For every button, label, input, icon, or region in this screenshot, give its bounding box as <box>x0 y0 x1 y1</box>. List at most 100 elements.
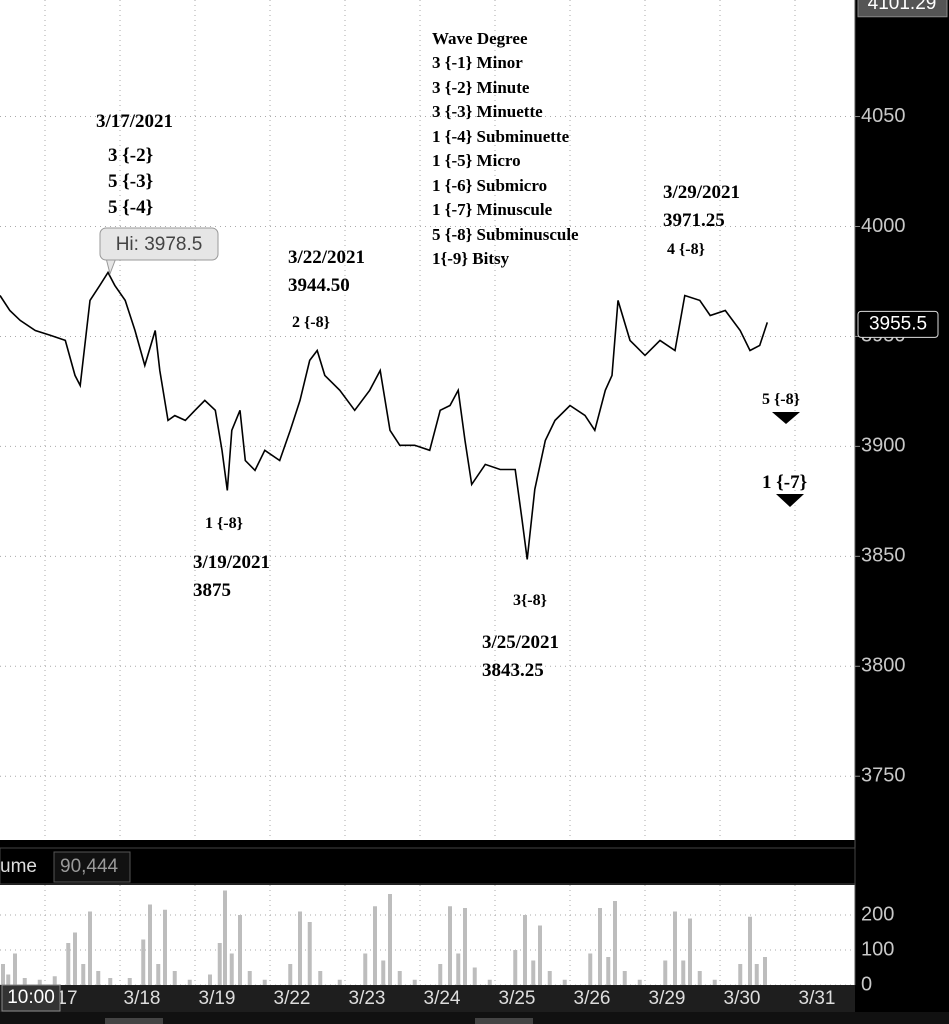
volume-bar <box>738 964 743 985</box>
annotation: 1 {-5} Micro <box>432 151 521 170</box>
volume-bar <box>288 964 293 985</box>
y-tick-label: 3800 <box>861 655 906 677</box>
annotation: 5 {-8} <box>762 391 800 408</box>
callout-box <box>99 227 219 261</box>
volume-bar <box>681 960 686 985</box>
volume-bar <box>622 971 627 985</box>
y-axis-layer: 375038003850390039504000405001002003955.… <box>855 0 948 995</box>
scrollbar[interactable] <box>0 1012 949 1024</box>
annotation: Wave Degree <box>432 29 528 48</box>
x-tick-label: 3/24 <box>424 988 461 1009</box>
volume-bar <box>73 932 77 985</box>
volume-bar <box>208 974 212 985</box>
annotation: 1{-9} Bitsy <box>432 249 510 268</box>
scale-top-box <box>857 0 948 18</box>
volume-bar <box>438 964 443 985</box>
volume-bar <box>763 957 767 985</box>
volume-header <box>0 847 856 885</box>
price-layer: 3/17/2021 3 {-2} 5 {-3} 5 {-4} 3/22/2021 3944… <box>0 0 855 840</box>
annotation: 3944.50 <box>288 275 350 296</box>
volume-bar <box>81 964 86 985</box>
annotation: 4 {-8} <box>667 241 705 258</box>
annotation: 1 {-7} Minuscule <box>432 200 553 219</box>
x-tick-label: 3/30 <box>724 988 761 1009</box>
volume-bar <box>562 979 567 985</box>
volume-bar <box>663 960 668 985</box>
y-tick-label: 100 <box>861 938 894 960</box>
price-panel <box>0 0 855 840</box>
x-tick-label: 3/29 <box>649 988 686 1009</box>
volume-bar <box>172 971 177 985</box>
annotation: 1 {-4} Subminuette <box>432 127 570 146</box>
x-tick-label: 3/26 <box>574 988 611 1009</box>
volume-bar <box>673 911 677 985</box>
volume-bar <box>588 953 593 985</box>
volume-bar <box>13 953 17 985</box>
annotation: 3843.25 <box>482 660 544 681</box>
volume-bar <box>6 974 11 985</box>
volume-bar <box>523 915 527 985</box>
volume-bar <box>163 909 167 985</box>
volume-bar <box>688 918 692 985</box>
annotation: 3/25/2021 <box>482 632 559 653</box>
volume-bar <box>456 953 461 985</box>
annotation: 1 {-8} <box>205 515 243 532</box>
volume-bar <box>22 978 27 985</box>
volume-bar <box>412 979 417 985</box>
volume-bar <box>66 943 71 985</box>
y-tick-label: 3750 <box>861 765 906 787</box>
volume-bar <box>229 953 234 985</box>
last-price-label: 3955.5 <box>869 313 927 334</box>
annotation: 3 {-3} Minuette <box>432 102 543 121</box>
volume-layer <box>0 885 855 986</box>
volume-bar <box>598 908 602 985</box>
volume-bar <box>0 964 5 985</box>
annotation: 5 {-8} Subminuscule <box>432 225 579 244</box>
scroll-thumb[interactable] <box>475 1018 533 1024</box>
target-marker <box>776 494 804 507</box>
x-tick-label: 3/31 <box>799 988 836 1009</box>
x-axis-layer: 17 3/18 3/19 3/22 3/23 3/24 3/25 3/26 3/29 3/30 3/… <box>56 988 835 1009</box>
volume-bar <box>487 979 492 985</box>
volume-bar <box>712 979 717 985</box>
volume-bar <box>187 979 192 985</box>
volume-bar <box>381 960 386 985</box>
annotation: 3/29/2021 <box>663 182 740 203</box>
volume-bar <box>472 967 477 985</box>
volume-bar <box>37 979 42 985</box>
volume-bar <box>463 908 467 985</box>
volume-bar <box>337 979 342 985</box>
volume-bar <box>127 978 132 985</box>
annotation: 3 {-1} Minor <box>432 53 523 72</box>
annotation: 3/17/2021 <box>96 111 173 132</box>
y-tick-label: 200 <box>861 903 894 925</box>
annotation: 3 {-2} Minute <box>432 78 530 97</box>
annotation: 3/19/2021 <box>193 552 270 573</box>
volume-value-box <box>53 851 131 883</box>
y-tick-label: 0 <box>861 973 872 995</box>
x-axis-strip <box>0 985 855 1012</box>
volume-value: 90,444 <box>60 856 119 877</box>
y-tick-label: 4000 <box>861 215 906 237</box>
volume-bar <box>307 922 312 985</box>
annotation: 1 {-7} <box>762 472 807 493</box>
volume-bar <box>613 901 617 985</box>
annotation: 3971.25 <box>663 210 725 231</box>
y-tick-label: 3900 <box>861 435 906 457</box>
volume-bar <box>373 906 377 985</box>
volume-bar <box>148 904 152 985</box>
volume-bar <box>262 979 267 985</box>
x-tick-label: 3/25 <box>499 988 536 1009</box>
volume-bar <box>141 939 146 985</box>
volume-bar <box>88 911 92 985</box>
x-tick-label: 3/23 <box>349 988 386 1009</box>
annotation: 3875 <box>193 580 231 601</box>
volume-bar <box>108 978 113 985</box>
volume-bar <box>318 971 323 985</box>
volume-bar <box>538 925 542 985</box>
volume-bar <box>754 964 759 985</box>
scroll-thumb[interactable] <box>105 1018 163 1024</box>
volume-bar <box>363 953 368 985</box>
annotation: 3/22/2021 <box>288 247 365 268</box>
